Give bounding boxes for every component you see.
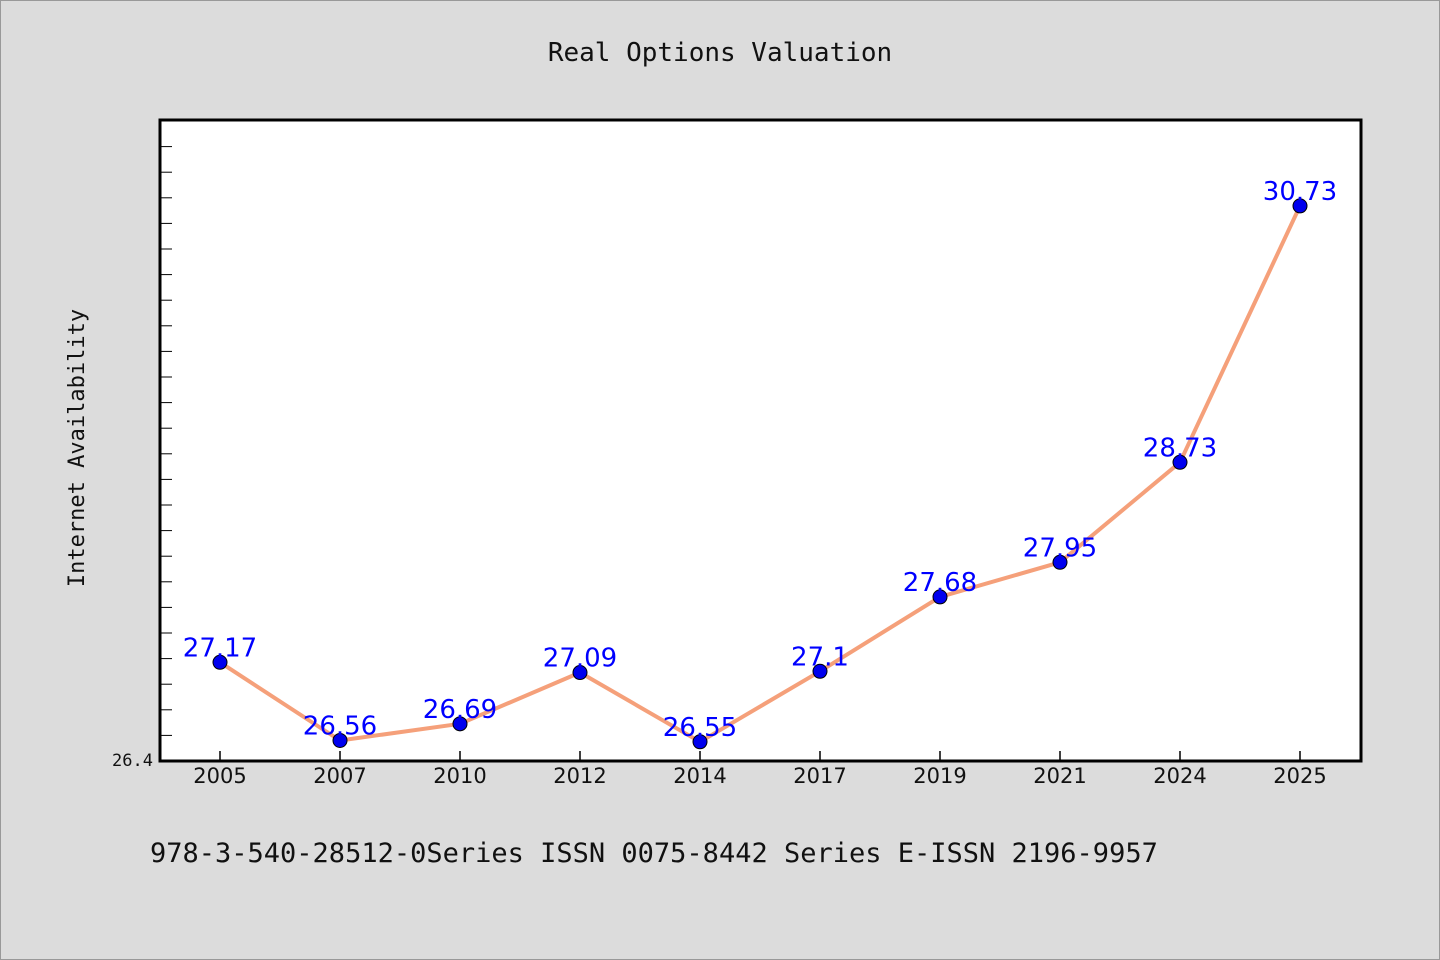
data-label: 27.09 (543, 644, 617, 674)
x-tick-label: 2025 (1273, 764, 1326, 788)
x-tick-label: 2010 (433, 764, 486, 788)
y-axis-label: Internet Availability (65, 309, 90, 587)
data-label: 27.95 (1023, 533, 1097, 563)
series-line (218, 205, 1302, 744)
data-label: 26.69 (423, 695, 497, 725)
x-tick-label: 2005 (193, 764, 246, 788)
data-label: 26.56 (303, 711, 377, 741)
data-point (692, 734, 708, 750)
data-point (812, 663, 828, 679)
data-label: 27.68 (903, 568, 977, 598)
data-point (332, 732, 348, 748)
data-point (572, 665, 588, 681)
x-tick-label: 2017 (793, 764, 846, 788)
series-markers (212, 198, 1308, 750)
data-point (1052, 554, 1068, 570)
data-point (452, 716, 468, 732)
x-tick-label: 2007 (313, 764, 366, 788)
x-axis-ticks: 2005 2007 2010 2012 2014 2017 2019 2021 2024 2025 (193, 751, 1327, 788)
x-tick-label: 2012 (553, 764, 606, 788)
footer-isbn-text: 978-3-540-28512-0Series ISSN 0075-8442 S… (150, 838, 1158, 869)
x-tick-label: 2024 (1153, 764, 1206, 788)
data-label: 26.55 (663, 713, 737, 743)
y-tick-label-min: 26.4 (112, 751, 153, 771)
x-tick-label: 2014 (673, 764, 726, 788)
data-point (932, 589, 948, 605)
plot-area (158, 118, 1363, 763)
y-axis-minor-ticks (160, 120, 172, 736)
data-label: 30.73 (1263, 177, 1337, 207)
data-label: 27.17 (183, 633, 257, 663)
x-tick-label: 2019 (913, 764, 966, 788)
data-point (1292, 198, 1308, 214)
data-label: 28.73 (1143, 433, 1217, 463)
data-point (212, 654, 228, 670)
data-point (1172, 454, 1188, 470)
data-label: 27.1 (791, 642, 849, 672)
chart-title: Real Options Valuation (548, 38, 892, 68)
data-labels: 27.17 26.56 26.69 27.09 26.55 27.1 27.68 27.95 2… (183, 177, 1337, 743)
x-tick-label: 2021 (1033, 764, 1086, 788)
